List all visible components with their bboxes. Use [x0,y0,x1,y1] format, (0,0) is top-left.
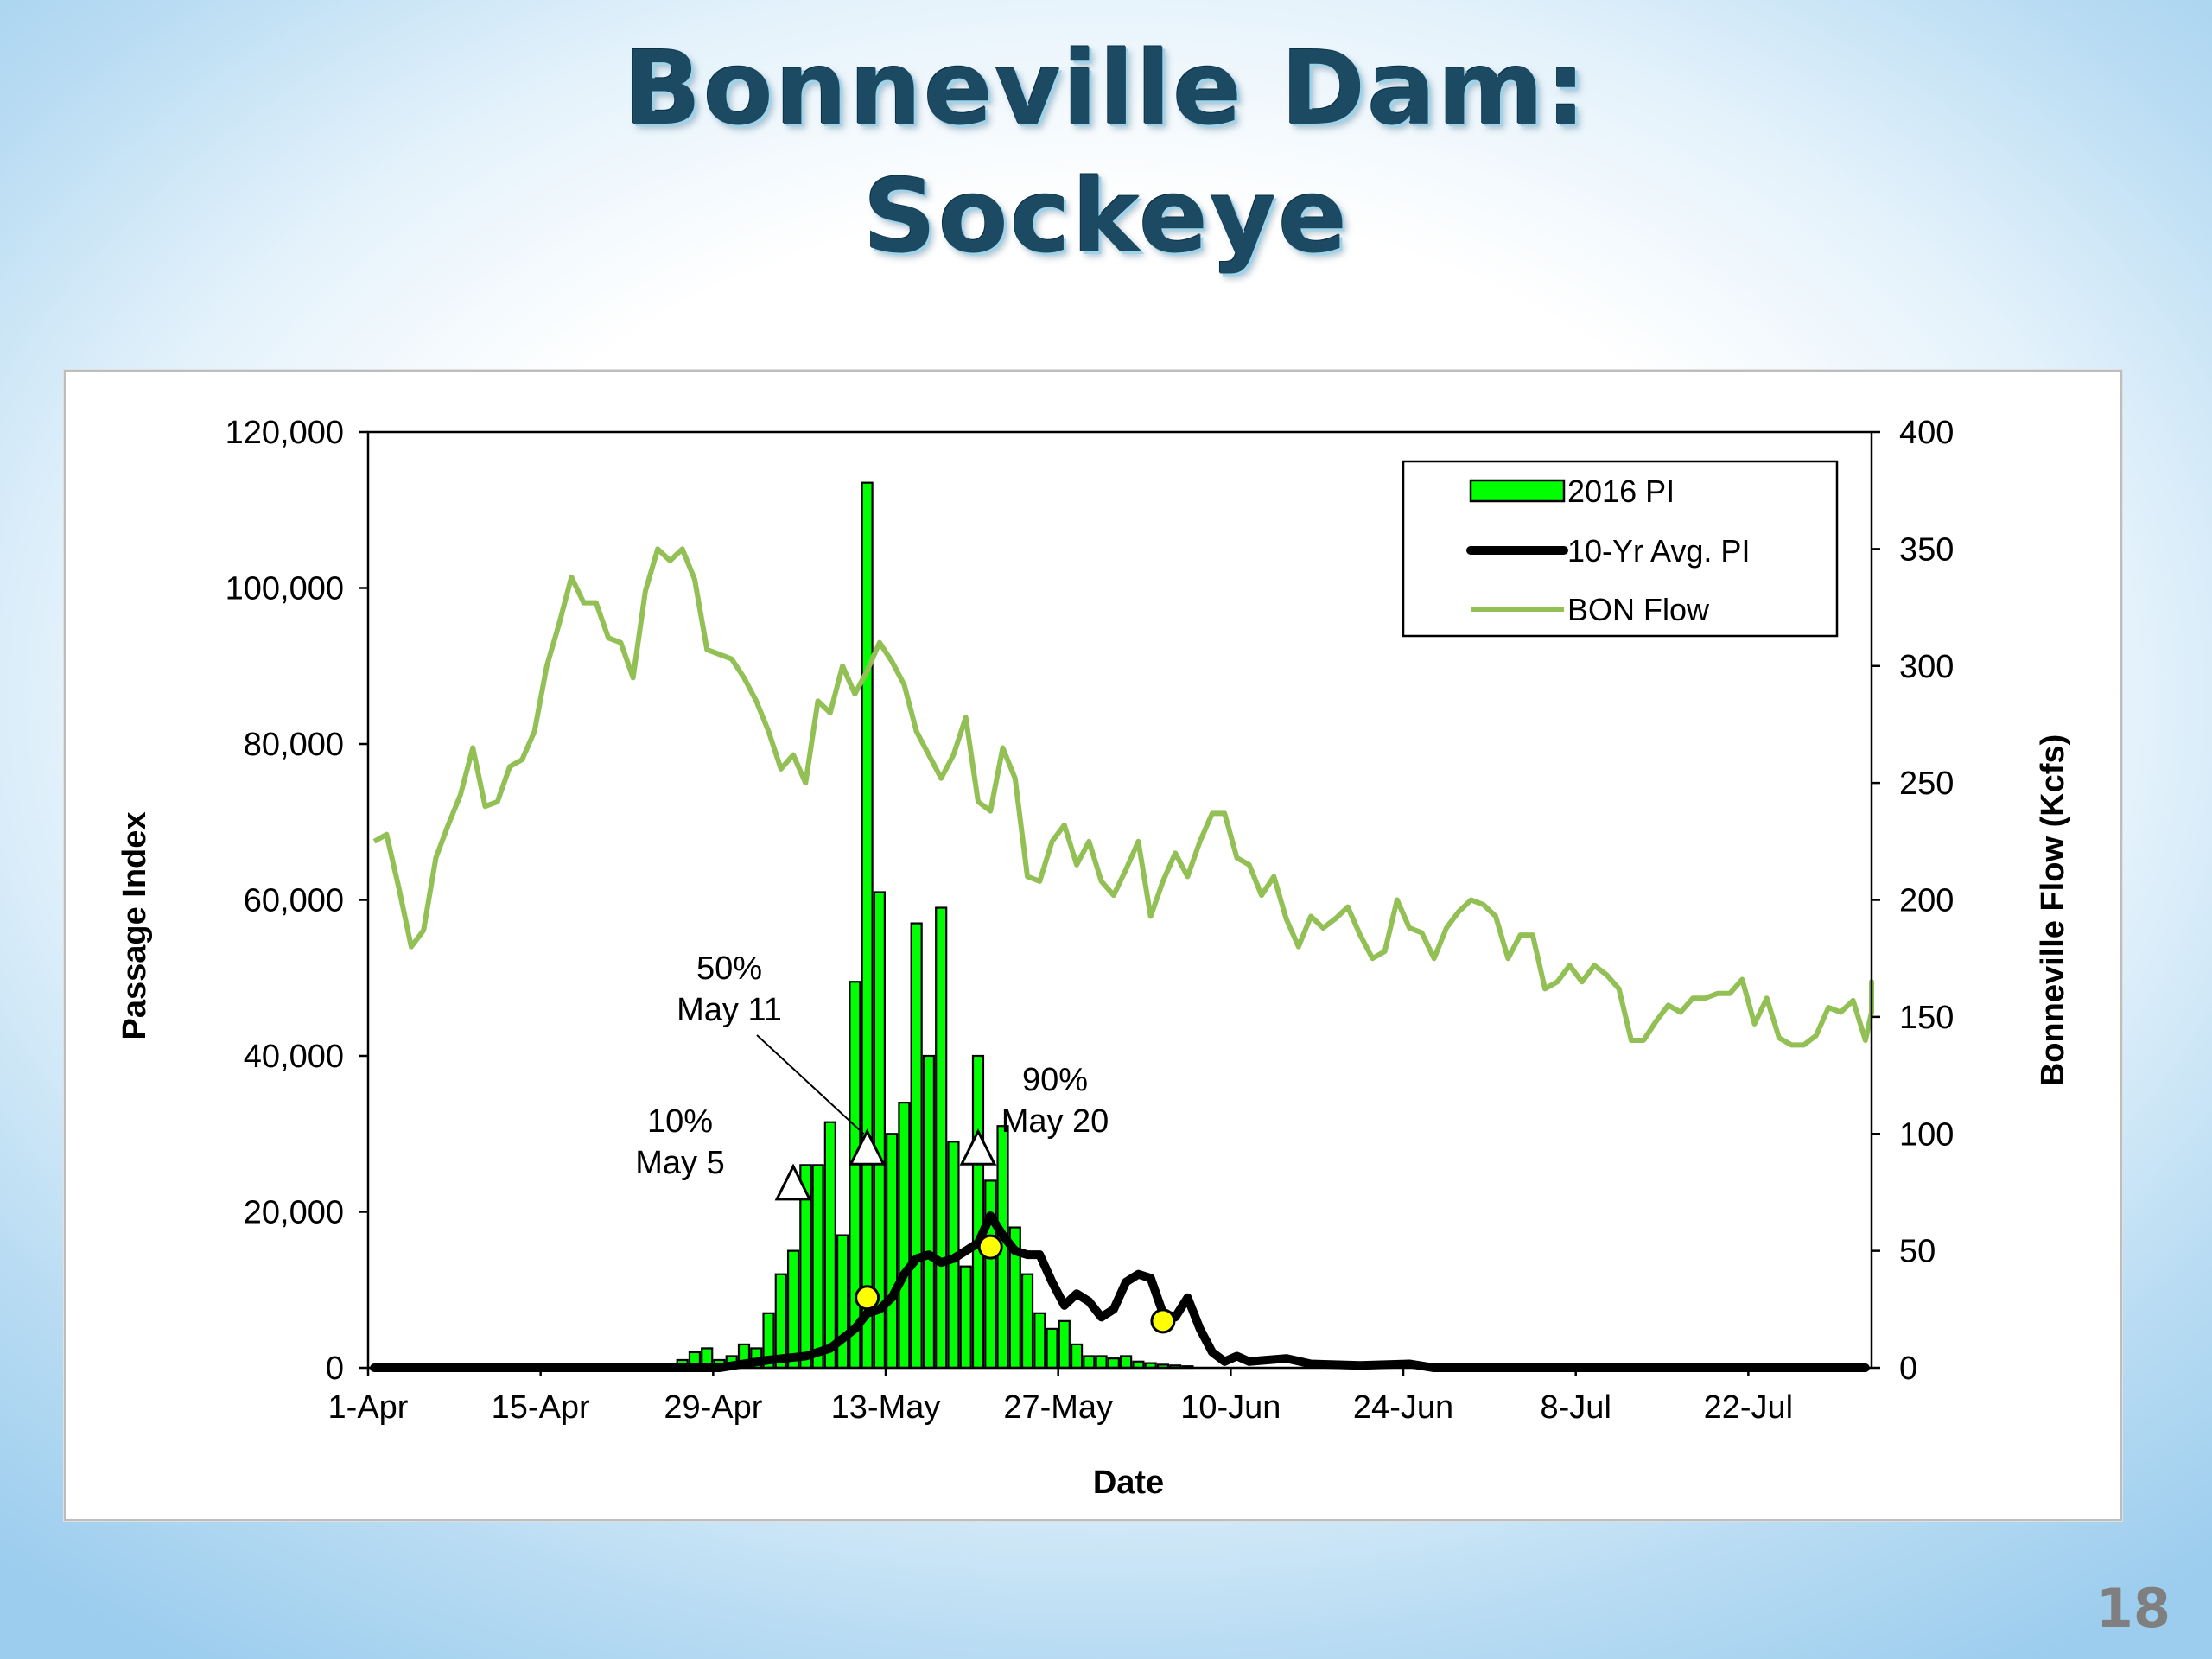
legend-label: 2016 PI [1567,474,1675,509]
percentile-triangle-marker [774,1163,812,1201]
bar-2016-pi [1083,1355,1096,1370]
bar-2016-pi [922,1054,936,1370]
slide-page-number: 18 [2095,1577,2171,1640]
x-axis-tick-label: 27-May [1003,1389,1113,1426]
y2-axis-title: Bonneville Flow (Kcfs) [2035,734,2071,1086]
passage-flow-chart: 10% May 5 50% May 11 90% May 20 0 20,000 40,000… [117,415,2071,1501]
y2-axis-tick-label: 350 [1899,531,1954,568]
bar-2016-pi [1020,1273,1034,1370]
avg-percentile-marker [855,1285,880,1311]
y2-axis-tick-label: 100 [1899,1116,1954,1153]
x-axis-tick-label: 24-Jun [1353,1389,1453,1426]
y2-axis-tick-label: 200 [1899,883,1954,919]
series-line-10yr-avg [370,1211,1870,1372]
slide-title-line2: Sockeye [862,156,1350,276]
series-line-bon-flow [372,546,1874,1048]
bar-2016-pi [910,922,923,1370]
legend-label: BON Flow [1567,592,1710,627]
legend-swatch-2016-pi [1469,479,1566,503]
bar-2016-pi [984,1179,997,1370]
avg-percentile-marker [1150,1308,1176,1334]
bar-2016-pi [1095,1355,1108,1370]
bar-2016-pi [811,1164,824,1370]
y-axis-tick-label: 40,000 [244,1039,344,1075]
x-axis-tick-label: 8-Jul [1541,1389,1611,1426]
bar-2016-pi [971,1054,985,1370]
bar-2016-pi [849,981,861,1370]
bar-2016-pi [935,906,948,1370]
y-axis-tick-label: 60,000 [244,883,344,919]
y2-axis-tick-label: 250 [1899,766,1954,802]
x-axis-tick-label: 22-Jul [1704,1389,1794,1426]
y-axis-tick-label: 100,000 [226,571,344,607]
annotation-label-percent: 90% [1022,1062,1088,1098]
chart-frame: 10% May 5 50% May 11 90% May 20 0 20,000 40,000… [64,370,2122,1521]
x-axis-tick-label: 13-May [831,1389,941,1426]
x-axis-title: Date [1093,1465,1164,1501]
annotation-label-date: May 20 [1001,1103,1109,1140]
bar-2016-pi [823,1121,836,1370]
avg-percentile-marker [977,1234,1003,1260]
x-axis-tick-label: 15-Apr [492,1389,590,1426]
y-axis-tick-label: 120,000 [226,415,344,451]
bar-2016-pi [1070,1343,1084,1370]
slide-title-line1: Bonneville Dam: [623,29,1589,148]
y-axis-tick-label: 80,000 [244,727,344,763]
bar-2016-pi [786,1249,800,1370]
bar-2016-pi [959,1265,972,1370]
bar-2016-pi [861,481,874,1370]
y2-axis-tick-label: 400 [1899,415,1954,451]
bar-2016-pi [886,1133,899,1370]
x-axis-tick-label: 29-Apr [664,1389,762,1426]
y2-axis-tick-label: 50 [1899,1234,1936,1270]
x-axis-tick-label: 1-Apr [328,1389,409,1426]
bar-2016-pi [1046,1327,1058,1370]
annotation-leader-line [756,1034,865,1135]
bar-2016-pi [1033,1312,1046,1370]
y-axis-tick-label: 0 [326,1351,344,1387]
annotation-label-percent: 10% [647,1103,713,1140]
legend-label: 10-Yr Avg. PI [1567,533,1750,569]
y2-axis-tick-label: 150 [1899,1000,1954,1036]
bar-2016-pi [774,1273,787,1370]
bar-2016-pi [1058,1319,1071,1370]
percentile-triangle-marker [959,1128,997,1166]
bar-2016-pi [1120,1355,1133,1370]
annotation-label-date: May 11 [677,992,782,1028]
annotation-label-percent: 50% [696,950,762,987]
annotation-label-date: May 5 [635,1145,724,1181]
x-axis-tick-label: 10-Jun [1180,1389,1281,1426]
y-axis-tick-label: 20,000 [244,1195,344,1231]
percentile-triangle-marker [849,1128,887,1166]
y2-axis-tick-label: 300 [1899,649,1954,685]
slide-title: Bonneville Dam: Sockeye [0,24,2212,280]
bar-2016-pi [898,1102,911,1370]
y2-axis-tick-label: 0 [1899,1351,1917,1387]
y-axis-title: Passage Index [117,811,153,1039]
bar-2016-pi [836,1234,849,1370]
bar-2016-pi [1107,1357,1120,1370]
